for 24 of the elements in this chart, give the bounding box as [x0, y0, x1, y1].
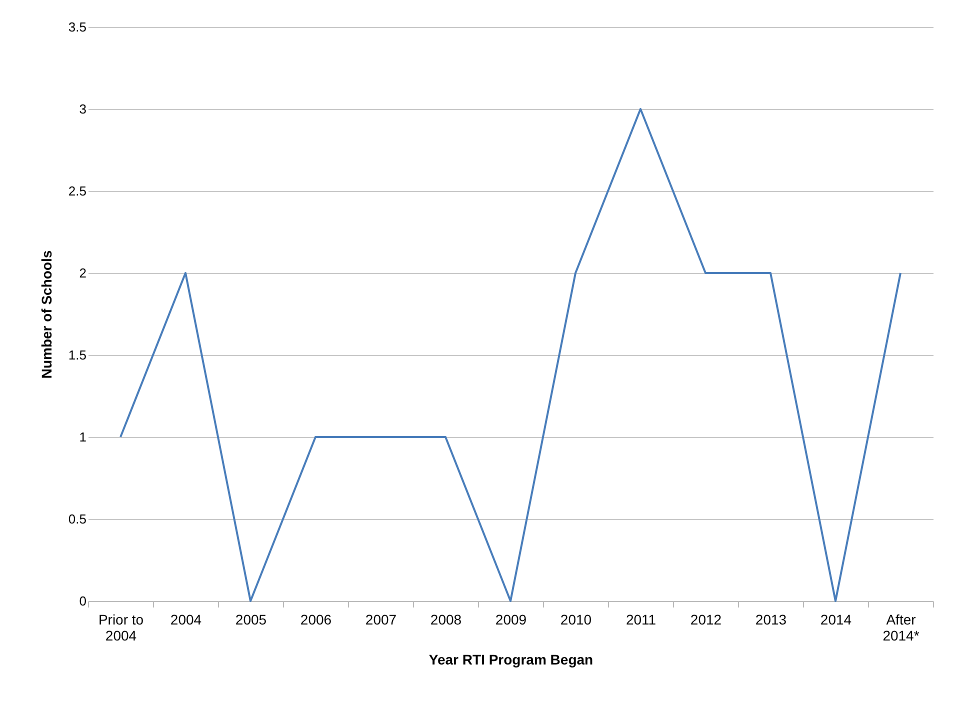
- x-tick-label: 2008: [430, 612, 462, 628]
- y-tick-label: 3.5: [68, 20, 86, 34]
- line-series: [120, 108, 902, 602]
- x-tick-label: 2014: [820, 612, 852, 628]
- y-axis-title: Number of Schools: [38, 250, 54, 379]
- x-tick-label: 2004: [170, 612, 202, 628]
- y-tick-label: 1: [79, 430, 86, 444]
- x-tick-label: 2010: [560, 612, 592, 628]
- x-tick-label: 2005: [235, 612, 267, 628]
- x-tick-label: 2012: [690, 612, 722, 628]
- y-tick-label: 1.5: [68, 348, 86, 362]
- y-tick-label: 0: [79, 594, 86, 608]
- y-tick-label: 3: [79, 102, 86, 116]
- x-tick-label: Prior to 2004: [98, 612, 144, 644]
- x-tick-label: 2013: [755, 612, 787, 628]
- y-tick-label: 2.5: [68, 184, 86, 198]
- x-axis-title: Year RTI Program Began: [428, 652, 594, 668]
- x-tick-label: 2011: [626, 612, 656, 628]
- x-tick-label: 2009: [495, 612, 527, 628]
- y-tick-label: 2: [79, 266, 86, 280]
- x-tick-label: After 2014*: [882, 612, 920, 644]
- y-tick-label: 0.5: [68, 512, 86, 526]
- x-tick-label: 2007: [365, 612, 397, 628]
- x-tick-label: 2006: [300, 612, 332, 628]
